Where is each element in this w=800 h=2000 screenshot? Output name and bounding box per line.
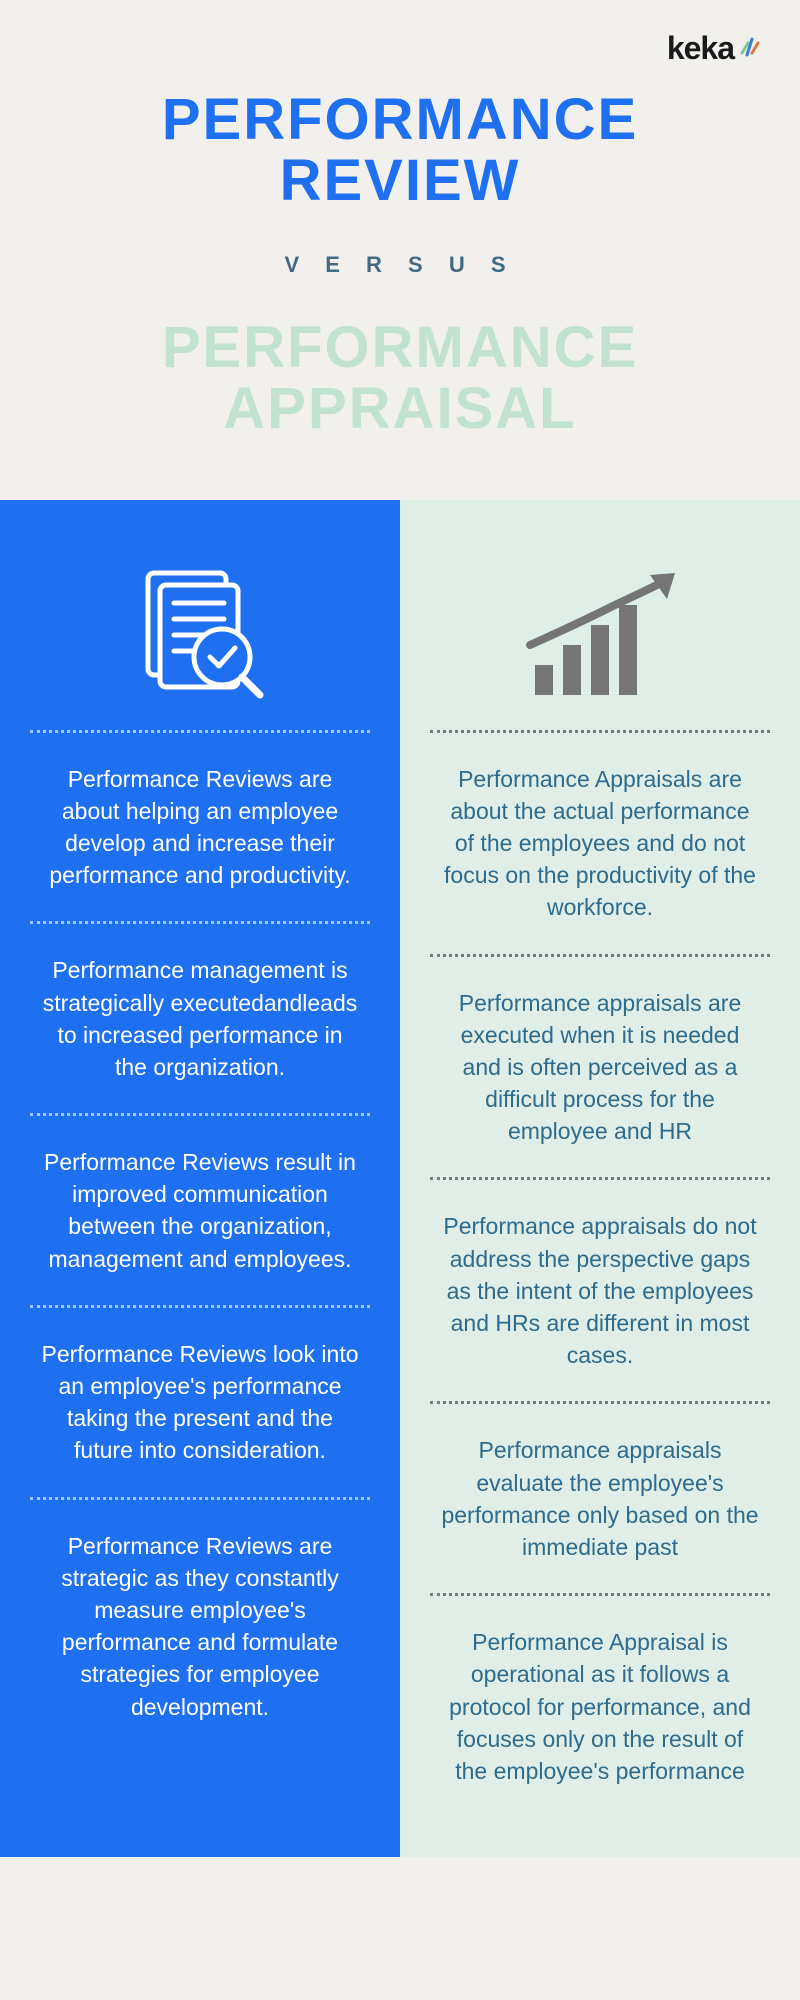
appraisal-row-3: Performance appraisals do not address th… bbox=[430, 1177, 770, 1401]
appraisal-row-1: Performance Appraisals are about the act… bbox=[430, 730, 770, 954]
review-document-icon bbox=[130, 565, 270, 715]
logo-rays-icon bbox=[738, 35, 760, 62]
review-row-1: Performance Reviews are about helping an… bbox=[30, 730, 370, 922]
title-review: PERFORMANCE REVIEW bbox=[40, 90, 760, 212]
versus-label: V E R S U S bbox=[40, 252, 760, 278]
appraisal-row-4: Performance appraisals evaluate the empl… bbox=[430, 1401, 770, 1593]
growth-chart-icon bbox=[515, 565, 685, 715]
review-row-2: Performance management is strategically … bbox=[30, 921, 370, 1113]
appraisal-row-2: Performance appraisals are executed when… bbox=[430, 954, 770, 1178]
brand-name: keka bbox=[667, 30, 734, 67]
review-row-4: Performance Reviews look into an employe… bbox=[30, 1305, 370, 1497]
column-review: Performance Reviews are about helping an… bbox=[0, 500, 400, 1858]
infographic-page: keka PERFORMANCE REVIEW V E R S U S PERF… bbox=[0, 0, 800, 1857]
header-section: keka PERFORMANCE REVIEW V E R S U S PERF… bbox=[0, 0, 800, 500]
review-row-5: Performance Reviews are strategic as the… bbox=[30, 1497, 370, 1753]
title-appraisal: PERFORMANCE APPRAISAL bbox=[40, 318, 760, 440]
review-row-3: Performance Reviews result in improved c… bbox=[30, 1113, 370, 1305]
review-icon-wrap bbox=[30, 550, 370, 730]
column-appraisal: Performance Appraisals are about the act… bbox=[400, 500, 800, 1858]
appraisal-row-5: Performance Appraisal is operational as … bbox=[430, 1593, 770, 1817]
brand-logo: keka bbox=[667, 30, 760, 67]
comparison-columns: Performance Reviews are about helping an… bbox=[0, 500, 800, 1858]
appraisal-icon-wrap bbox=[430, 550, 770, 730]
